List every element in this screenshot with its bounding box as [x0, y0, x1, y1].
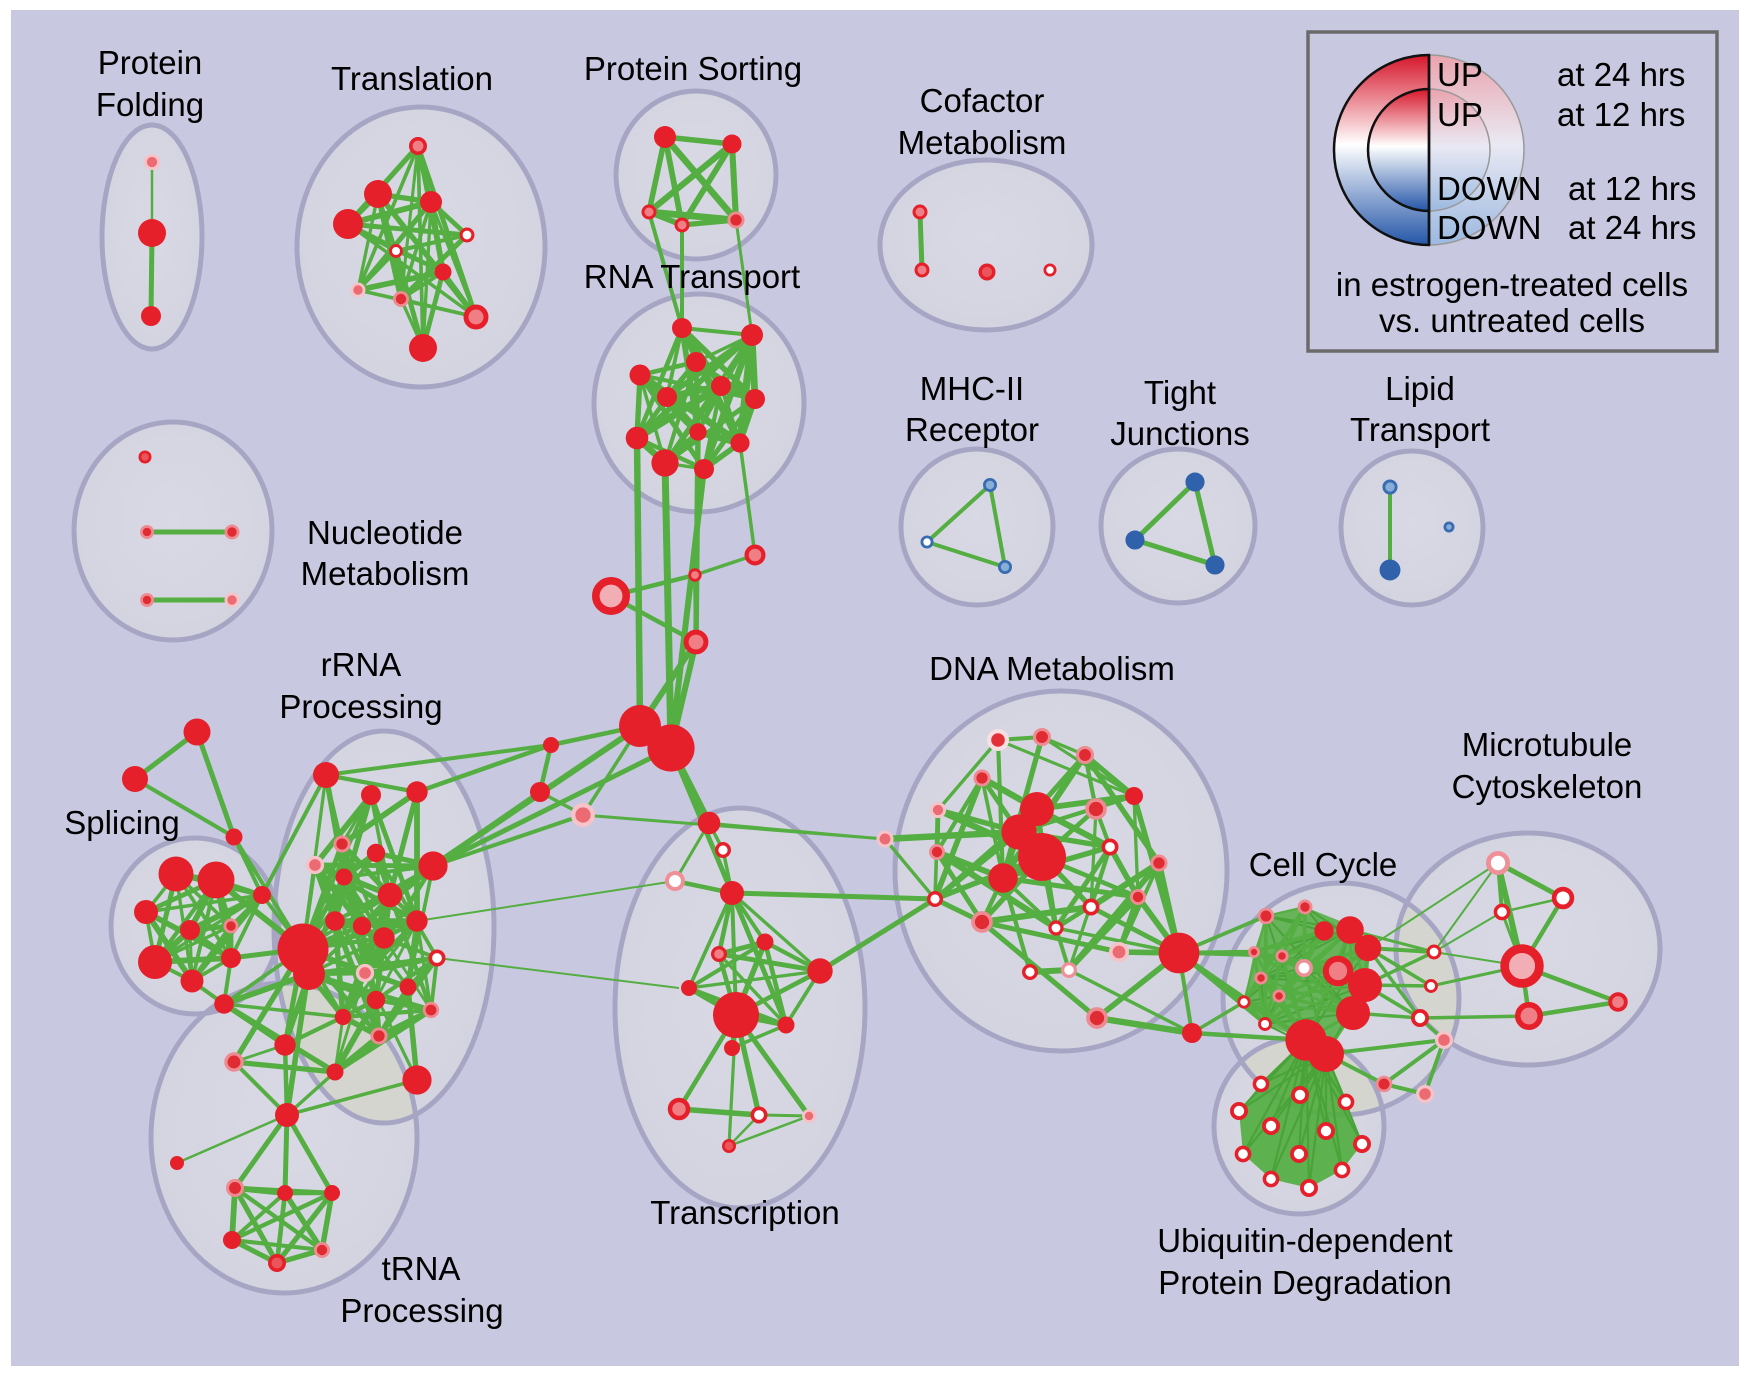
svg-text:Protein: Protein — [98, 44, 203, 81]
svg-text:tRNA: tRNA — [382, 1250, 461, 1287]
svg-text:Metabolism: Metabolism — [301, 555, 470, 592]
svg-text:Processing: Processing — [279, 688, 442, 725]
svg-text:Junctions: Junctions — [1110, 415, 1249, 452]
svg-text:Nucleotide: Nucleotide — [307, 514, 463, 551]
svg-text:rRNA: rRNA — [321, 646, 402, 683]
svg-text:vs. untreated cells: vs. untreated cells — [1379, 302, 1645, 339]
svg-text:Processing: Processing — [340, 1292, 503, 1329]
svg-text:Metabolism: Metabolism — [898, 124, 1067, 161]
svg-text:Protein Sorting: Protein Sorting — [584, 50, 802, 87]
svg-text:at 24 hrs: at 24 hrs — [1557, 56, 1685, 93]
svg-text:Lipid: Lipid — [1385, 370, 1455, 407]
svg-text:UP: UP — [1437, 56, 1483, 93]
svg-text:Translation: Translation — [331, 60, 493, 97]
svg-text:Tight: Tight — [1144, 374, 1216, 411]
svg-text:at 24 hrs: at 24 hrs — [1568, 209, 1696, 246]
svg-text:DOWN: DOWN — [1437, 209, 1541, 246]
svg-text:UP: UP — [1437, 96, 1483, 133]
svg-text:at 12 hrs: at 12 hrs — [1557, 96, 1685, 133]
svg-text:in estrogen-treated cells: in estrogen-treated cells — [1336, 266, 1688, 303]
svg-text:Transport: Transport — [1350, 411, 1490, 448]
svg-text:Receptor: Receptor — [905, 411, 1039, 448]
svg-text:Splicing: Splicing — [64, 804, 180, 841]
svg-text:Cofactor: Cofactor — [920, 82, 1045, 119]
svg-text:Cytoskeleton: Cytoskeleton — [1452, 768, 1643, 805]
svg-text:Protein Degradation: Protein Degradation — [1158, 1264, 1452, 1301]
svg-text:MHC-II: MHC-II — [920, 370, 1024, 407]
svg-text:Folding: Folding — [96, 86, 204, 123]
svg-text:at 12 hrs: at 12 hrs — [1568, 170, 1696, 207]
svg-text:Microtubule: Microtubule — [1462, 726, 1633, 763]
svg-text:Ubiquitin-dependent: Ubiquitin-dependent — [1157, 1222, 1452, 1259]
svg-text:RNA Transport: RNA Transport — [584, 258, 800, 295]
svg-text:DOWN: DOWN — [1437, 170, 1541, 207]
svg-text:Cell Cycle: Cell Cycle — [1249, 846, 1398, 883]
svg-text:DNA Metabolism: DNA Metabolism — [929, 650, 1175, 687]
svg-text:Transcription: Transcription — [650, 1194, 840, 1231]
